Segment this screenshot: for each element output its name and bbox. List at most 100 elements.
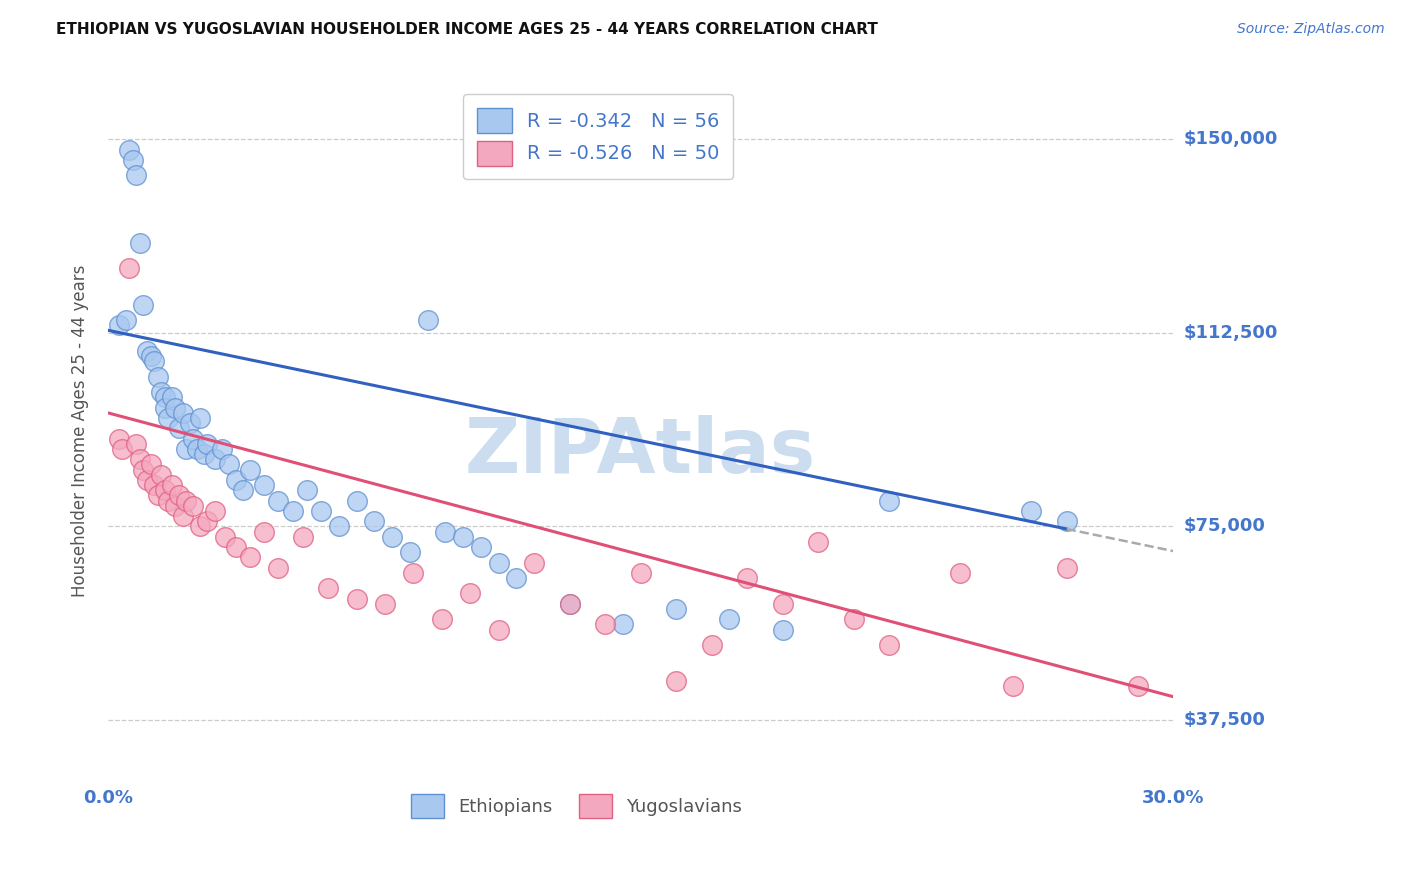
Point — [292, 530, 315, 544]
Point — [146, 488, 169, 502]
Point — [139, 349, 162, 363]
Point — [211, 442, 233, 456]
Point — [160, 478, 183, 492]
Point — [188, 519, 211, 533]
Point — [118, 143, 141, 157]
Point — [167, 488, 190, 502]
Point — [153, 483, 176, 498]
Point — [174, 493, 197, 508]
Point — [165, 401, 187, 415]
Point — [328, 519, 350, 533]
Point — [877, 638, 900, 652]
Point — [1056, 560, 1078, 574]
Text: $37,500: $37,500 — [1184, 711, 1265, 729]
Point — [416, 313, 439, 327]
Point — [197, 437, 219, 451]
Point — [111, 442, 134, 456]
Point — [842, 612, 865, 626]
Point — [505, 571, 527, 585]
Point — [253, 478, 276, 492]
Point — [153, 401, 176, 415]
Point — [451, 530, 474, 544]
Point — [630, 566, 652, 580]
Point — [430, 612, 453, 626]
Point — [877, 493, 900, 508]
Point — [398, 545, 420, 559]
Point — [193, 447, 215, 461]
Point — [204, 504, 226, 518]
Point — [225, 540, 247, 554]
Point — [718, 612, 741, 626]
Point — [143, 354, 166, 368]
Legend: Ethiopians, Yugoslavians: Ethiopians, Yugoslavians — [404, 788, 749, 825]
Point — [139, 458, 162, 472]
Point — [132, 463, 155, 477]
Point — [434, 524, 457, 539]
Point — [239, 463, 262, 477]
Point — [949, 566, 972, 580]
Point — [488, 623, 510, 637]
Point — [772, 623, 794, 637]
Point — [107, 432, 129, 446]
Point — [153, 391, 176, 405]
Point — [197, 514, 219, 528]
Point — [700, 638, 723, 652]
Point — [157, 411, 180, 425]
Point — [593, 617, 616, 632]
Point — [267, 560, 290, 574]
Point — [458, 586, 481, 600]
Point — [374, 597, 396, 611]
Point — [239, 550, 262, 565]
Text: Source: ZipAtlas.com: Source: ZipAtlas.com — [1237, 22, 1385, 37]
Point — [160, 391, 183, 405]
Point — [125, 169, 148, 183]
Point — [488, 556, 510, 570]
Point — [167, 421, 190, 435]
Point — [125, 437, 148, 451]
Point — [470, 540, 492, 554]
Point — [1002, 679, 1025, 693]
Point — [346, 493, 368, 508]
Point — [281, 504, 304, 518]
Text: $112,500: $112,500 — [1184, 324, 1278, 342]
Point — [665, 602, 688, 616]
Point — [253, 524, 276, 539]
Point — [1126, 679, 1149, 693]
Point — [316, 582, 339, 596]
Point — [612, 617, 634, 632]
Point — [807, 534, 830, 549]
Point — [363, 514, 385, 528]
Point — [136, 343, 159, 358]
Point — [735, 571, 758, 585]
Point — [181, 499, 204, 513]
Point — [1019, 504, 1042, 518]
Point — [225, 473, 247, 487]
Point — [150, 467, 173, 482]
Point — [295, 483, 318, 498]
Point — [129, 235, 152, 250]
Point — [172, 509, 194, 524]
Point — [143, 478, 166, 492]
Point — [188, 411, 211, 425]
Point — [179, 416, 201, 430]
Point — [132, 297, 155, 311]
Point — [218, 458, 240, 472]
Point — [186, 442, 208, 456]
Point — [150, 385, 173, 400]
Point — [165, 499, 187, 513]
Point — [232, 483, 254, 498]
Text: $150,000: $150,000 — [1184, 130, 1278, 148]
Point — [118, 261, 141, 276]
Text: ETHIOPIAN VS YUGOSLAVIAN HOUSEHOLDER INCOME AGES 25 - 44 YEARS CORRELATION CHART: ETHIOPIAN VS YUGOSLAVIAN HOUSEHOLDER INC… — [56, 22, 879, 37]
Point — [772, 597, 794, 611]
Point — [267, 493, 290, 508]
Point — [309, 504, 332, 518]
Y-axis label: Householder Income Ages 25 - 44 years: Householder Income Ages 25 - 44 years — [72, 265, 89, 597]
Point — [1056, 514, 1078, 528]
Point — [129, 452, 152, 467]
Point — [665, 674, 688, 689]
Point — [157, 493, 180, 508]
Point — [121, 153, 143, 167]
Point — [172, 406, 194, 420]
Point — [381, 530, 404, 544]
